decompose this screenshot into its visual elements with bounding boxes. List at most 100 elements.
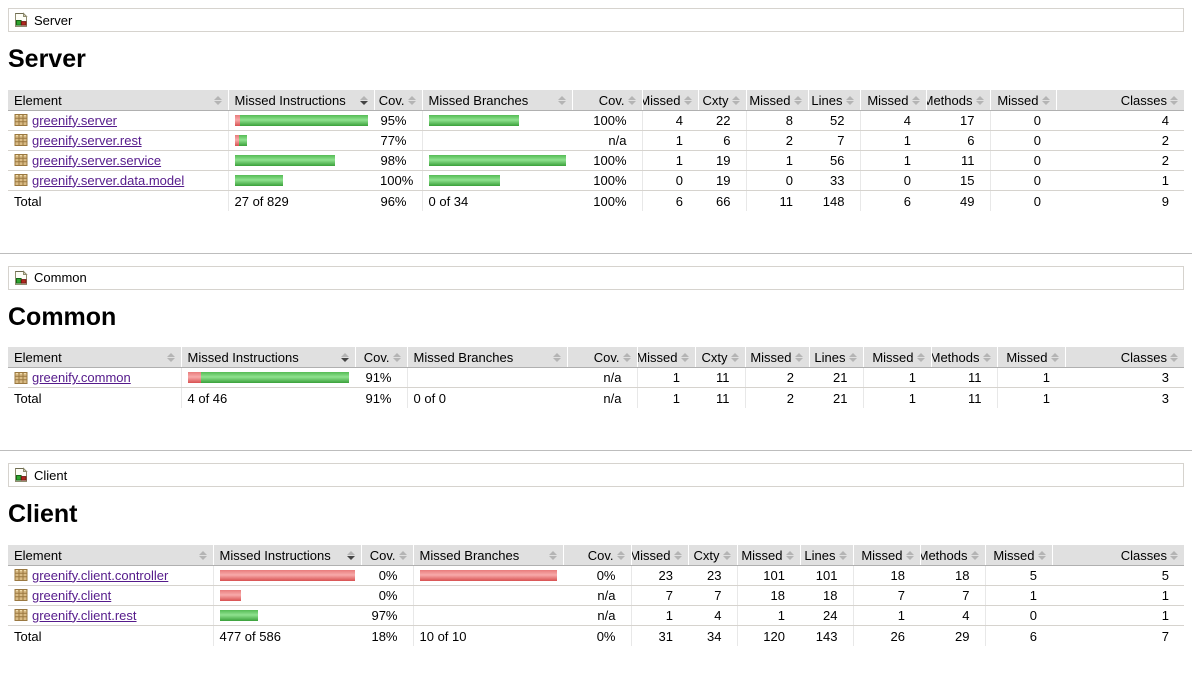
column-header-missed-branches[interactable]: Missed Branches xyxy=(412,544,563,566)
column-header-cxty[interactable]: Cxty xyxy=(687,544,737,566)
missed-cxty-cell: 0 xyxy=(641,170,698,191)
package-link[interactable]: greenify.client.controller xyxy=(32,567,169,583)
branches-coverage-cell: 0% xyxy=(563,565,631,586)
coverage-table: Element Missed Instructions Cov. Missed Bra… xyxy=(8,347,1184,408)
column-header-branches-coverage[interactable]: Cov. xyxy=(562,544,631,566)
column-header-missed-classes[interactable]: Missed xyxy=(989,89,1056,111)
column-header-missed-classes[interactable]: Missed xyxy=(996,347,1065,368)
methods-cell: 15 xyxy=(926,170,990,191)
package-link[interactable]: greenify.client.rest xyxy=(32,607,137,623)
column-header-branches-coverage[interactable]: Cov. xyxy=(566,347,637,368)
package-link[interactable]: greenify.server.service xyxy=(32,152,162,168)
column-header-methods[interactable]: Methods xyxy=(919,544,985,566)
package-link[interactable]: greenify.server.rest xyxy=(32,132,142,148)
classes-cell: 1 xyxy=(1052,605,1184,626)
sort-arrows-icon xyxy=(680,353,689,362)
element-cell: greenify.server xyxy=(8,110,228,131)
column-header-lines[interactable]: Lines xyxy=(799,544,853,566)
total-row: Total 4 of 46 91% 0 of 0 n/a 1 11 2 21 1 11 1 3 xyxy=(8,387,1184,408)
missed-lines-cell: 18 xyxy=(736,585,800,606)
package-link[interactable]: greenify.common xyxy=(32,370,131,385)
column-header-lines[interactable]: Lines xyxy=(808,347,863,368)
coverage-table: Element Missed Instructions Cov. Missed Bra… xyxy=(8,89,1184,211)
classes-cell: 3 xyxy=(1065,367,1184,388)
column-header-missed-instructions[interactable]: Missed Instructions xyxy=(180,347,355,368)
column-header-label: Missed xyxy=(867,92,909,108)
branches-coverage-cell: n/a xyxy=(563,585,631,606)
column-header-missed-methods[interactable]: Missed xyxy=(859,89,926,111)
total-row: Total 477 of 586 18% 10 of 10 0% 31 34 120 143 26… xyxy=(8,625,1184,646)
column-header-label: Methods xyxy=(920,547,968,563)
element-cell: greenify.common xyxy=(8,367,181,388)
sort-arrows-icon xyxy=(1170,550,1178,560)
lines-cell: 18 xyxy=(800,585,853,606)
table-row: greenify.common 91% n/a 1 11 2 21 1 11 1 3 xyxy=(8,367,1184,388)
column-header-cxty[interactable]: Cxty xyxy=(694,347,745,368)
column-header-classes[interactable]: Classes xyxy=(1064,347,1184,368)
column-header-missed-classes[interactable]: Missed xyxy=(984,544,1052,566)
column-header-label: Cov. xyxy=(587,547,614,563)
total-cxty-cell: 34 xyxy=(707,628,722,644)
branches-coverage-cell: 100% xyxy=(572,170,642,191)
sort-arrows-icon xyxy=(557,95,566,105)
package-link[interactable]: greenify.server.data.model xyxy=(32,172,185,188)
column-header-classes[interactable]: Classes xyxy=(1051,544,1184,566)
column-header-label: Missed xyxy=(861,547,903,563)
package-link[interactable]: greenify.client xyxy=(32,587,112,603)
column-header-missed-methods[interactable]: Missed xyxy=(852,544,920,566)
column-header-missed-methods[interactable]: Missed xyxy=(862,347,931,368)
total-lines-cell: 148 xyxy=(822,193,845,209)
column-header-element[interactable]: Element xyxy=(8,544,213,566)
missed-classes-cell: 0 xyxy=(989,170,1056,191)
column-header-instructions-coverage[interactable]: Cov. xyxy=(360,544,413,566)
instructions-coverage-bar xyxy=(219,569,355,581)
missed-cxty-cell: 1 xyxy=(630,605,688,626)
methods-cell: 18 xyxy=(920,565,985,586)
element-cell: greenify.client xyxy=(8,585,213,606)
column-header-missed-cxty[interactable]: Missed xyxy=(630,544,688,566)
sort-arrows-icon xyxy=(1041,95,1050,105)
sort-arrows-icon xyxy=(340,353,349,362)
missed-lines-cell: 0 xyxy=(745,170,808,191)
instructions-coverage-bar xyxy=(234,114,368,126)
column-header-label: Element xyxy=(14,547,62,563)
package-link[interactable]: greenify.server xyxy=(32,112,118,128)
branches-coverage-bar xyxy=(428,174,567,186)
column-header-missed-branches[interactable]: Missed Branches xyxy=(406,347,567,368)
column-header-missed-lines[interactable]: Missed xyxy=(744,347,809,368)
total-cxty-cell: 66 xyxy=(716,193,731,209)
column-header-missed-instructions[interactable]: Missed Instructions xyxy=(227,89,374,111)
column-header-methods[interactable]: Methods xyxy=(930,347,997,368)
sort-arrows-icon xyxy=(616,550,625,560)
column-header-missed-cxty[interactable]: Missed xyxy=(636,347,695,368)
column-header-instructions-coverage[interactable]: Cov. xyxy=(354,347,407,368)
column-header-cxty[interactable]: Cxty xyxy=(697,89,746,111)
branches-coverage-bar-cell xyxy=(421,130,572,151)
total-row: Total 27 of 829 96% 0 of 34 100% 6 66 11 148 6 49 0… xyxy=(8,190,1184,211)
column-header-element[interactable]: Element xyxy=(8,89,228,111)
column-header-missed-lines[interactable]: Missed xyxy=(745,89,808,111)
column-header-label: Missed xyxy=(637,350,678,365)
sort-arrows-icon xyxy=(793,95,802,105)
column-header-instructions-coverage[interactable]: Cov. xyxy=(373,89,422,111)
coverage-section-server: Server Server Element Missed Instructions Co… xyxy=(8,8,1184,211)
column-header-missed-cxty[interactable]: Missed xyxy=(641,89,698,111)
column-header-classes[interactable]: Classes xyxy=(1055,89,1184,111)
branches-coverage-bar xyxy=(420,610,558,621)
branches-coverage-cell: 100% xyxy=(572,150,642,171)
column-header-missed-lines[interactable]: Missed xyxy=(736,544,800,566)
column-header-missed-instructions[interactable]: Missed Instructions xyxy=(212,544,361,566)
sort-arrows-icon xyxy=(1170,95,1178,105)
total-label-cell: Total xyxy=(14,628,42,644)
branches-coverage-bar xyxy=(428,154,566,166)
column-header-lines[interactable]: Lines xyxy=(807,89,860,111)
instructions-coverage-bar xyxy=(234,174,369,186)
total-classes-cell: 9 xyxy=(1161,193,1169,209)
column-header-branches-coverage[interactable]: Cov. xyxy=(571,89,642,111)
page-title: Client xyxy=(8,500,78,528)
column-header-missed-branches[interactable]: Missed Branches xyxy=(421,89,572,111)
column-header-methods[interactable]: Methods xyxy=(925,89,990,111)
missed-methods-cell: 18 xyxy=(852,565,920,586)
cxty-cell: 11 xyxy=(695,367,745,388)
column-header-element[interactable]: Element xyxy=(8,347,181,368)
